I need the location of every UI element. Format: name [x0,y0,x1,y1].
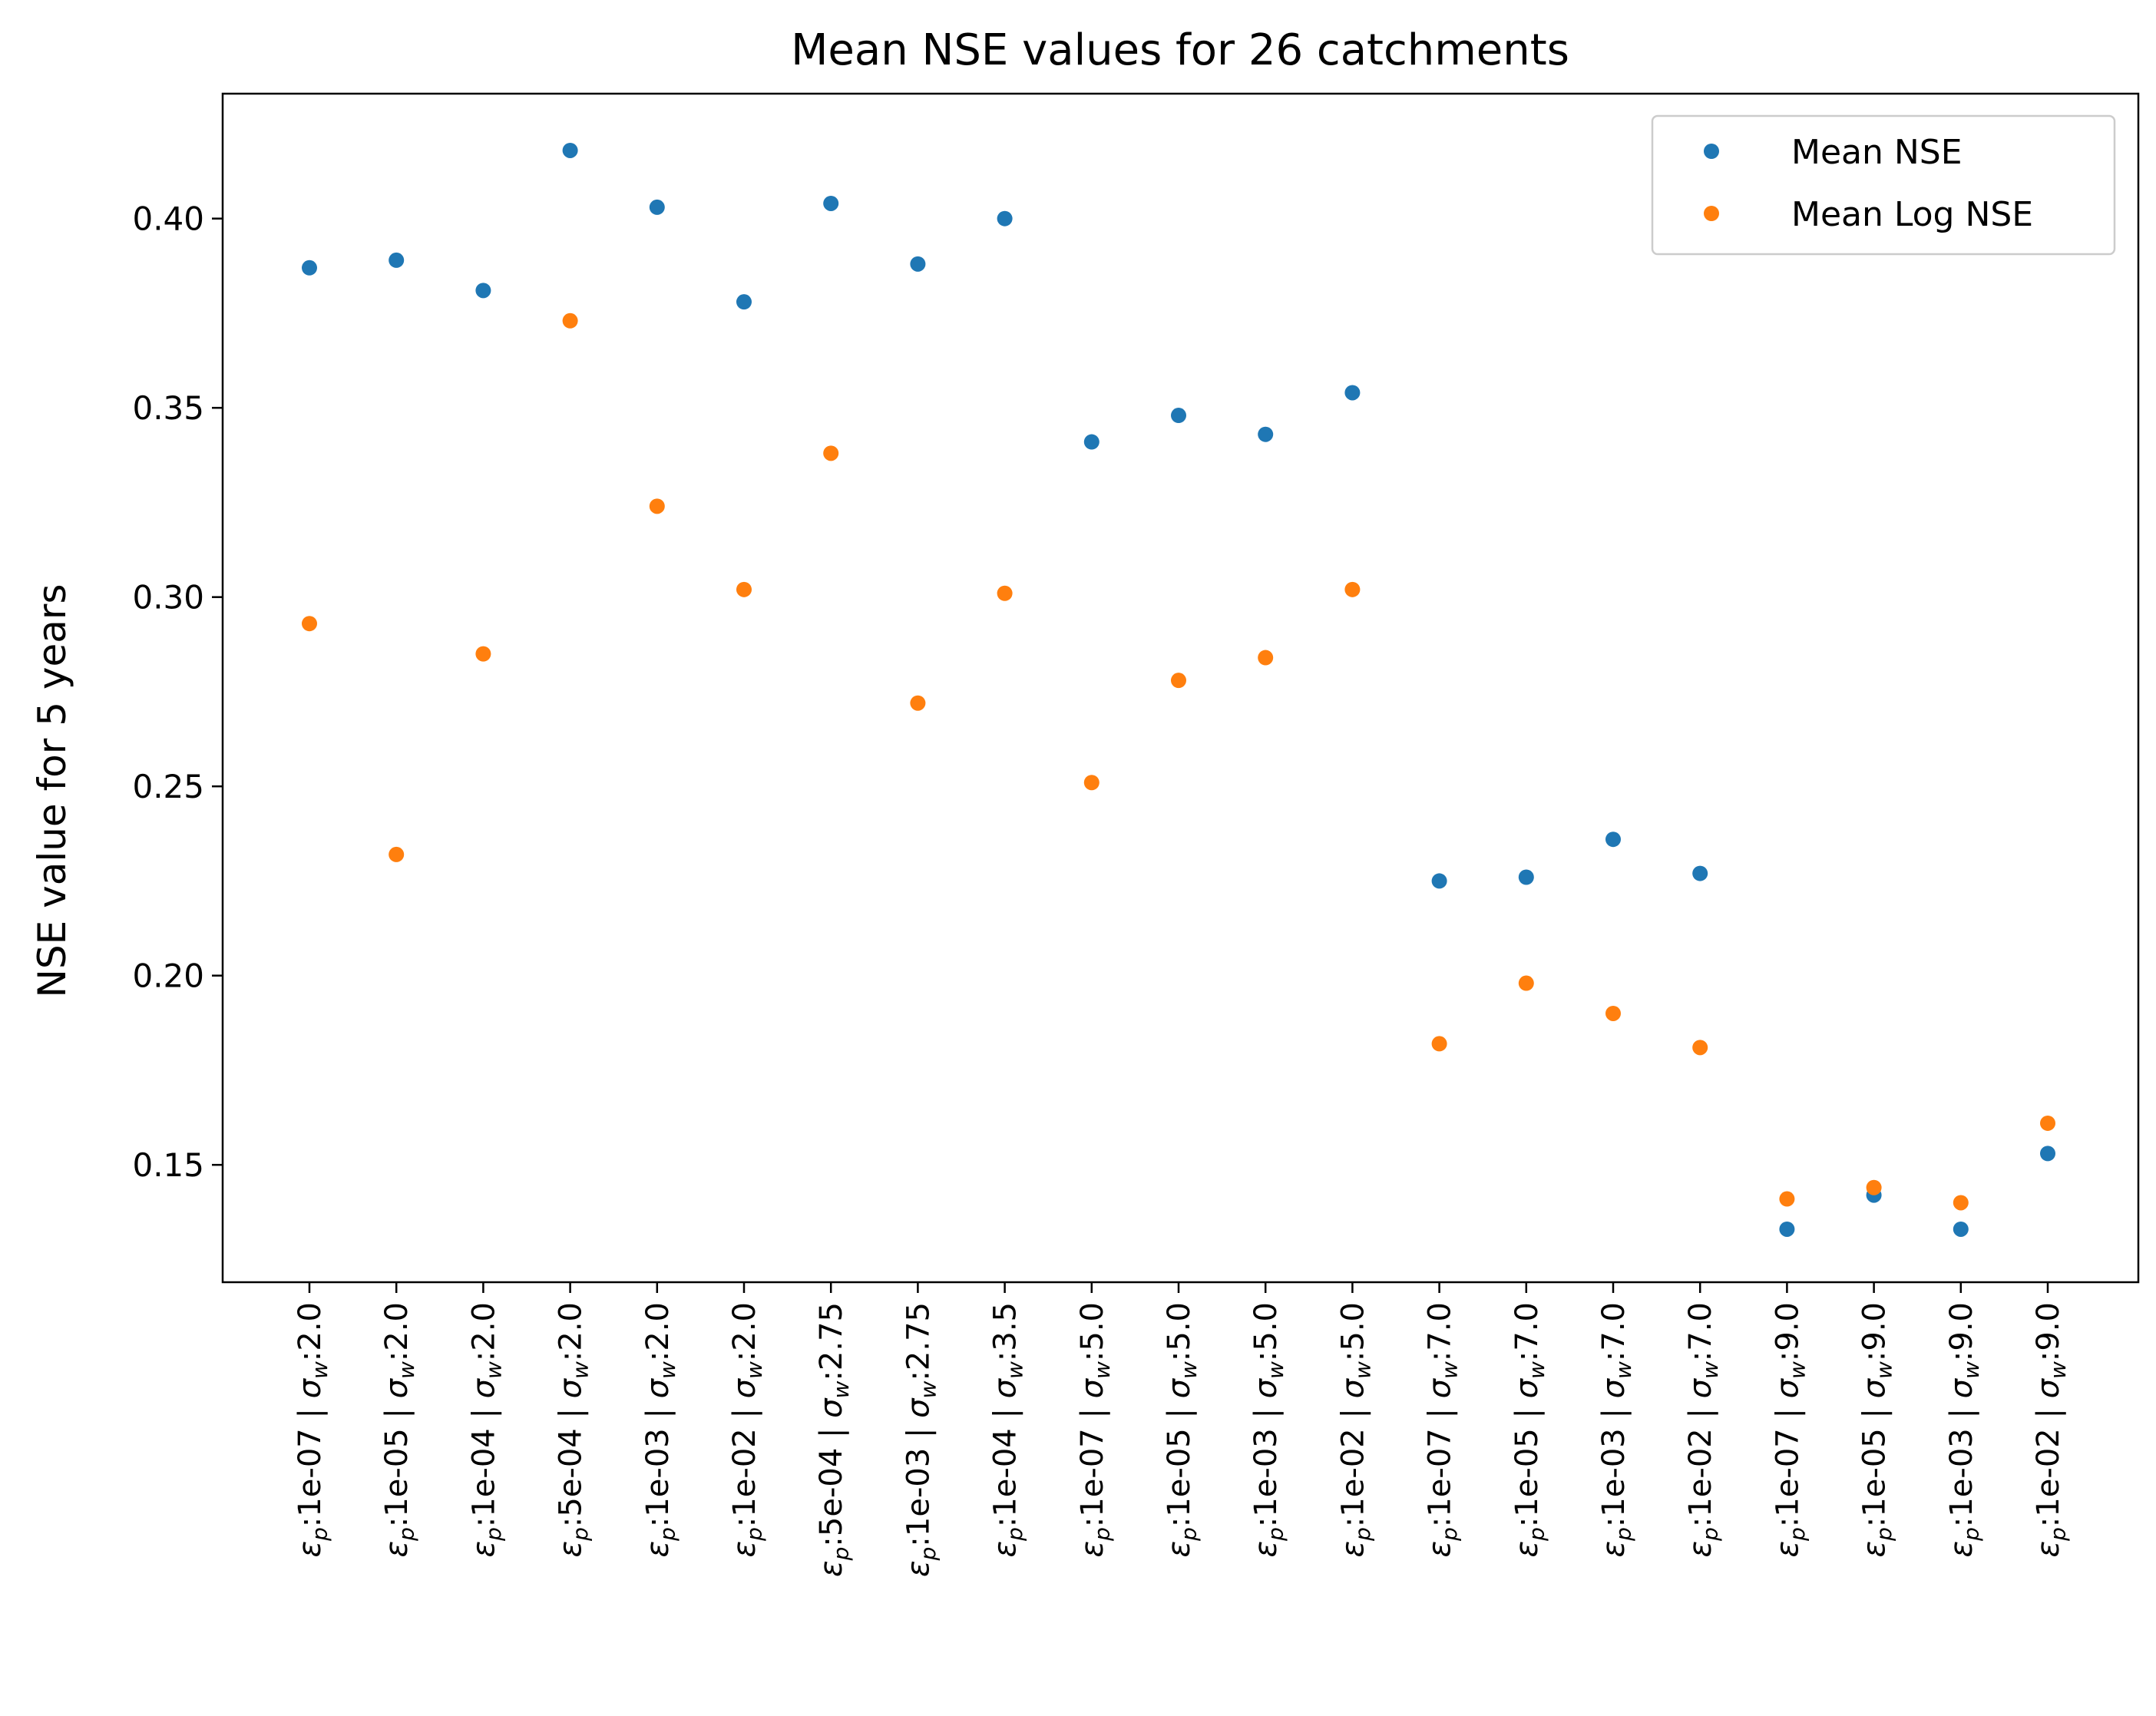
data-point [1258,650,1274,666]
legend-box [1651,114,2116,256]
data-point [1605,1005,1621,1021]
legend-marker [1704,144,1719,159]
x-tick-label: εp:1e-02 | σw:7.0 [1683,1302,1723,1558]
data-point [389,252,405,268]
series-mean-log-nse [302,312,2055,1211]
data-point [1518,869,1534,885]
data-point [1779,1191,1795,1207]
legend-label: Mean NSE [1791,133,1963,172]
legend-label: Mean Log NSE [1791,195,2033,234]
data-point [1953,1221,1969,1237]
y-tick-label: 0.40 [132,200,204,238]
data-point [1431,873,1447,889]
data-point [1605,832,1621,848]
x-tick-label: εp:1e-07 | σw:2.0 [293,1302,332,1558]
data-point [475,283,491,299]
plot-frame [221,92,2140,1284]
data-point [1344,581,1361,597]
data-point [736,581,752,597]
x-tick-label: εp:1e-03 | σw:9.0 [1944,1302,1984,1558]
data-point [997,210,1013,226]
y-tick-label: 0.30 [132,579,204,617]
data-point [1344,385,1361,401]
data-point [1779,1221,1795,1237]
data-point [910,695,926,711]
data-point [475,646,491,662]
x-tick-label: εp:1e-03 | σw:5.0 [1248,1302,1288,1558]
x-tick-label: εp:1e-03 | σw:2.0 [640,1302,680,1558]
data-point [823,445,839,461]
data-point [389,846,405,862]
y-axis: 0.15 0.20 0.25 0.30 0.35 0.40 [132,200,223,1184]
data-point [1083,434,1099,450]
data-point [1171,673,1186,689]
data-point [1866,1179,1882,1195]
x-axis: εp:1e-07 | σw:2.0 εp:1e-05 | σw:2.0 εp:1e-… [293,1282,2071,1577]
data-point [2040,1115,2055,1131]
data-point [2040,1146,2055,1162]
y-tick-label: 0.25 [132,768,204,805]
x-tick-label: εp:1e-05 | σw:9.0 [1857,1302,1897,1558]
x-tick-label: εp:1e-02 | σw:2.0 [727,1302,767,1558]
data-point [302,260,317,276]
legend: Mean NSE Mean Log NSE [1651,114,2116,256]
x-tick-label: εp:1e-05 | σw:7.0 [1510,1302,1549,1558]
data-point [562,312,578,329]
data-point [1431,1036,1447,1052]
series-layer [302,142,2055,1237]
data-point [1258,426,1274,442]
x-tick-label: εp:1e-05 | σw:2.0 [379,1302,419,1558]
data-point [649,498,665,514]
x-tick-label: εp:1e-07 | σw:5.0 [1075,1302,1115,1558]
data-point [1171,408,1186,424]
x-tick-label: εp:1e-02 | σw:9.0 [2031,1302,2071,1558]
x-tick-label: εp:5e-04 | σw:2.0 [554,1302,594,1558]
data-point [649,199,665,215]
data-point [1692,865,1708,881]
x-tick-label: εp:1e-04 | σw:2.0 [466,1302,506,1558]
plot-area [221,92,2140,1284]
data-point [302,616,317,632]
data-point [997,585,1013,601]
x-tick-label: εp:1e-02 | σw:5.0 [1335,1302,1375,1558]
y-tick-label: 0.15 [132,1146,204,1184]
y-tick-label: 0.35 [132,389,204,427]
data-point [1953,1195,1969,1211]
x-tick-label: εp:1e-03 | σw:2.75 [901,1302,941,1577]
data-point [1083,775,1099,791]
data-point [910,256,926,272]
legend-marker [1704,206,1719,221]
x-tick-label: εp:1e-04 | σw:3.5 [988,1302,1028,1558]
y-tick-label: 0.20 [132,957,204,995]
data-point [562,142,578,158]
data-point [1518,975,1534,991]
chart-title: Mean NSE values for 26 catchments [791,25,1569,75]
data-point [1692,1040,1708,1056]
x-tick-label: εp:1e-03 | σw:7.0 [1596,1302,1636,1558]
data-point [823,195,839,211]
data-point [736,294,752,310]
x-tick-label: εp:1e-05 | σw:5.0 [1162,1302,1202,1558]
x-tick-label: εp:1e-07 | σw:9.0 [1770,1302,1810,1558]
x-tick-label: εp:1e-07 | σw:7.0 [1423,1302,1463,1558]
x-tick-label: εp:5e-04 | σw:2.75 [814,1302,854,1577]
y-axis-label: NSE value for 5 years [30,584,74,997]
